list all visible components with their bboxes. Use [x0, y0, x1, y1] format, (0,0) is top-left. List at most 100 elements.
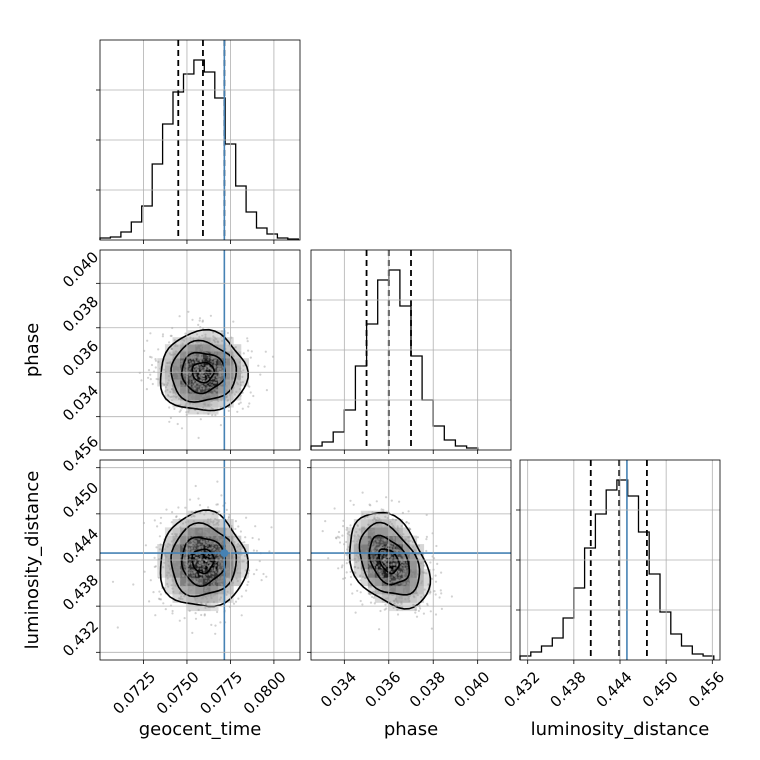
scatter-point — [355, 530, 358, 534]
scatter-point — [400, 577, 403, 581]
scatter-point — [217, 519, 220, 522]
scatter-point — [373, 516, 376, 519]
scatter-point — [357, 555, 360, 558]
scatter-point — [193, 561, 196, 564]
scatter-point — [434, 593, 437, 596]
scatter-point — [359, 579, 362, 582]
scatter-point — [373, 560, 376, 564]
density-cell — [187, 560, 196, 570]
scatter-point — [393, 550, 397, 553]
scatter-point — [383, 608, 386, 611]
scatter-point — [217, 341, 220, 344]
scatter-point — [390, 585, 393, 589]
density-cell — [233, 379, 242, 387]
contour-level-2 — [170, 521, 238, 598]
scatter-point — [207, 594, 210, 598]
density-cell — [409, 577, 418, 587]
scatter-point — [183, 339, 186, 342]
density-cell — [402, 585, 411, 595]
scatter-point — [192, 385, 195, 388]
scatter-point — [179, 597, 182, 601]
scatter-point — [239, 367, 242, 370]
scatter-point — [353, 557, 356, 560]
scatter-point — [395, 550, 399, 553]
scatter-point — [217, 389, 220, 392]
scatter-point — [405, 521, 408, 524]
scatter-point — [194, 365, 197, 368]
density-cell — [210, 577, 219, 587]
scatter-point — [202, 387, 205, 390]
scatter-point — [176, 364, 179, 367]
scatter-point — [194, 571, 197, 574]
scatter-point — [202, 358, 205, 361]
scatter-point — [210, 360, 213, 363]
scatter-point — [171, 587, 174, 590]
scatter-point — [219, 374, 222, 377]
scatter-point — [188, 347, 192, 350]
scatter-point — [231, 553, 234, 556]
scatter-point — [230, 373, 233, 376]
scatter-point — [374, 562, 378, 565]
density-cell — [195, 344, 204, 352]
scatter-point — [201, 369, 204, 372]
scatter-point — [210, 623, 213, 627]
scatter-point — [179, 403, 182, 406]
scatter-point — [393, 567, 396, 571]
scatter-point — [195, 580, 198, 583]
scatter-point — [214, 365, 217, 368]
density-cell — [187, 535, 196, 545]
scatter-point — [215, 381, 218, 384]
scatter-point — [379, 545, 383, 548]
scatter-point — [239, 383, 242, 387]
scatter-point — [377, 579, 380, 582]
scatter-point — [204, 606, 207, 609]
scatter-point — [392, 563, 395, 566]
scatter-point — [385, 607, 388, 610]
scatter-point — [192, 554, 195, 558]
scatter-point — [218, 510, 221, 513]
scatter-point — [208, 541, 211, 544]
scatter-point — [384, 577, 387, 581]
scatter-point — [191, 585, 194, 588]
scatter-point — [197, 589, 200, 593]
scatter-point — [220, 582, 223, 586]
scatter-point — [358, 535, 361, 538]
scatter-point — [183, 595, 186, 598]
scatter-point — [234, 600, 238, 603]
density-cell — [195, 552, 204, 561]
scatter-point — [380, 544, 383, 547]
scatter-point — [220, 577, 223, 580]
scatter-point — [164, 608, 167, 611]
scatter-point — [402, 575, 405, 578]
scatter-point — [168, 543, 171, 546]
density-cell — [388, 552, 397, 561]
scatter-point — [206, 385, 209, 388]
scatter-point — [200, 342, 203, 345]
scatter-point — [189, 390, 192, 393]
scatter-point — [219, 367, 222, 370]
scatter-point — [180, 360, 183, 363]
scatter-point — [178, 383, 181, 386]
scatter-point — [371, 547, 374, 550]
density-cell — [395, 569, 404, 578]
scatter-point — [365, 556, 368, 559]
scatter-point — [168, 352, 171, 355]
density-cell — [164, 535, 173, 545]
scatter-point — [211, 585, 215, 589]
scatter-point — [362, 527, 365, 530]
density-cell — [210, 358, 219, 366]
scatter-point — [189, 377, 192, 380]
scatter-point — [207, 536, 210, 539]
scatter-point — [174, 369, 178, 373]
scatter-point — [212, 339, 215, 342]
scatter-point — [180, 595, 183, 598]
scatter-point — [353, 534, 356, 537]
scatter-point — [206, 601, 209, 604]
scatter-point — [425, 572, 428, 575]
density-cell — [233, 544, 242, 553]
scatter-point — [196, 364, 199, 367]
scatter-point — [391, 574, 394, 577]
scatter-point — [194, 383, 197, 386]
density-cell — [374, 569, 383, 578]
density-cell — [210, 585, 219, 595]
